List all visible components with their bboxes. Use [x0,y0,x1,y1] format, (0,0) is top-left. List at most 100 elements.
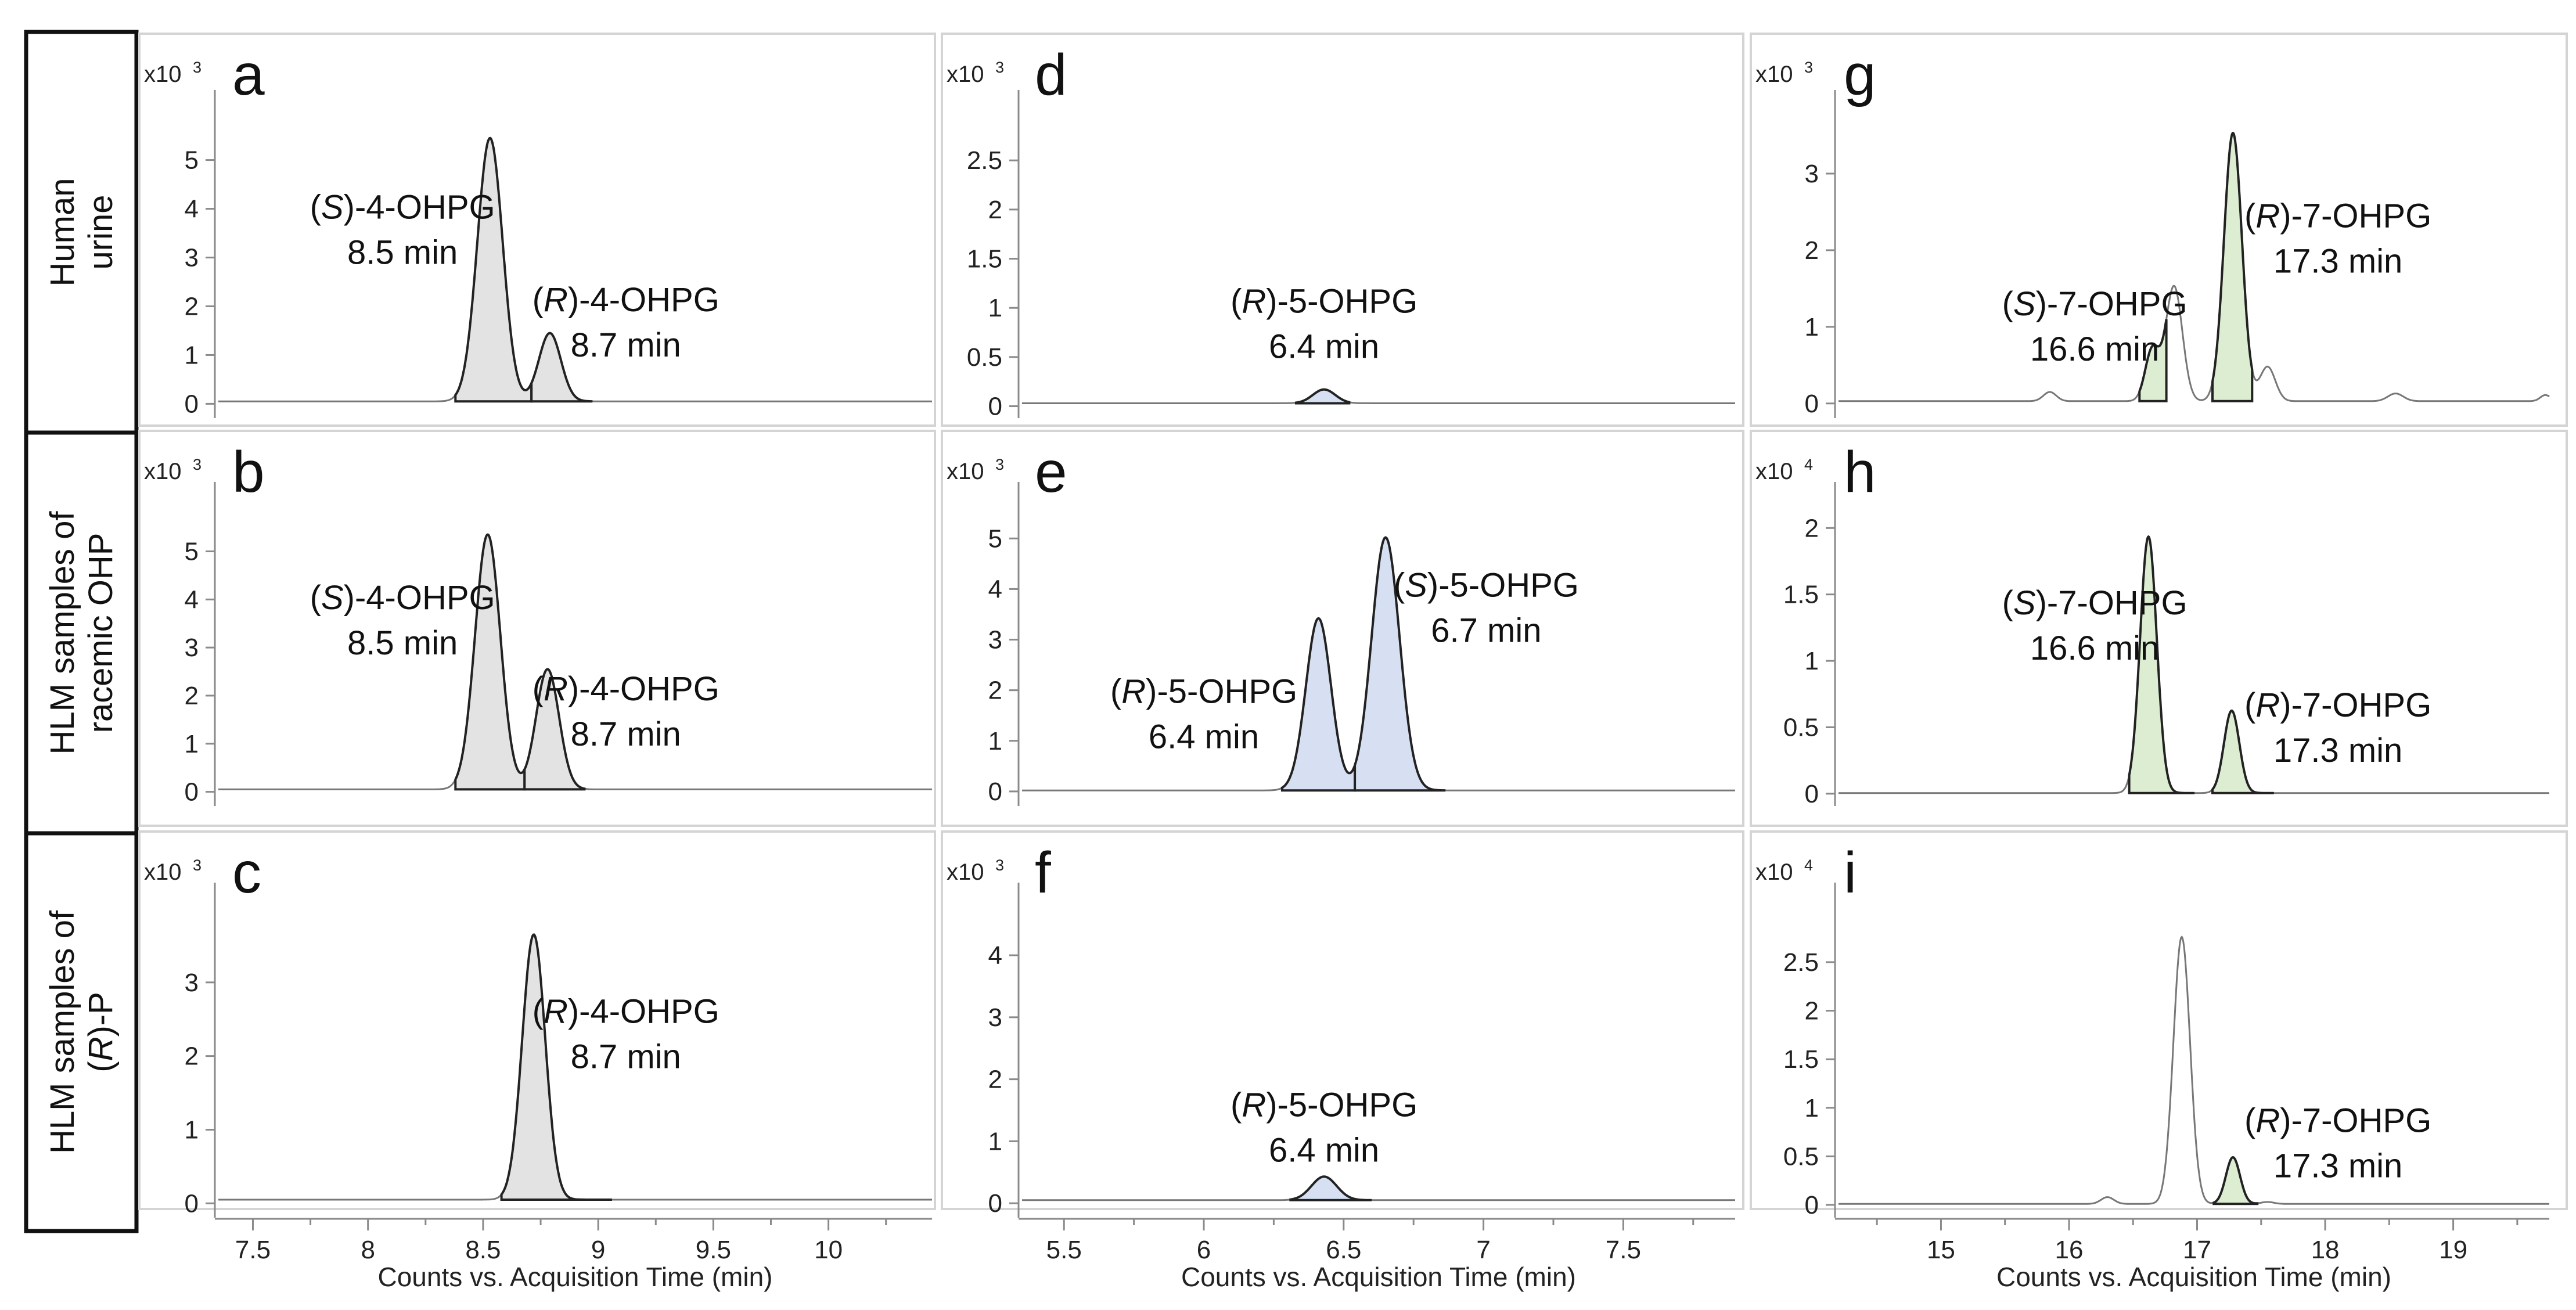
row-label-line: Human [44,178,81,287]
peak-time-label: 8.7 min [571,1038,681,1076]
y-tick-label: 1.5 [1783,1045,1819,1074]
x-axis-title: Counts vs. Acquisition Time (min) [1181,1262,1576,1292]
chromatogram-trace [1839,131,2550,402]
y-multiplier-exponent: 3 [995,59,1004,76]
x-tick-label: 16 [2055,1236,2083,1264]
x-tick-label: 19 [2439,1236,2467,1264]
integrated-peak [1294,388,1351,405]
chart-panel-b: 0 1 2 3 4 5 x10 3 b (S)-4-OHPG 8.5 min (R)-4-OHPG 8.… [138,430,936,827]
y-tick-label: 1 [185,341,199,369]
row-label-line: HLM samples of [44,910,81,1154]
y-tick-label: 5 [185,538,199,566]
chart-panel-g: 0 1 2 3 x10 3 g (S)-7-OHPG 16.6 min (R)-7-OHPG 17.… [1750,33,2568,427]
peak-annotation: (S)-5-OHPG 6.7 min [1394,566,1579,649]
y-tick-label: 2 [988,1066,1002,1094]
integrated-peak [2128,535,2195,794]
panel-frame [138,33,936,427]
y-tick-label: 2 [185,1042,199,1071]
peak-name-label: (R)-7-OHPG [2244,1102,2431,1140]
x-tick-label: 7.5 [235,1236,271,1264]
peak-annotation: (S)-4-OHPG 8.5 min [310,579,495,662]
y-tick-label: 2 [185,682,199,710]
panel-letter: b [232,440,265,505]
peak-name-label: (S)-5-OHPG [1394,566,1579,604]
y-multiplier: x10 [947,459,984,484]
y-tick-label: 2 [1805,514,1819,542]
x-tick-label: 5.5 [1046,1236,1082,1264]
panel-frame [1750,33,2568,427]
y-multiplier-exponent: 4 [1804,856,1813,874]
panel-frame [1750,430,2568,827]
y-multiplier: x10 [1755,859,1793,885]
y-multiplier-exponent: 3 [193,59,202,76]
integrated-peak [500,933,612,1201]
y-tick-label: 1 [988,727,1002,755]
chromatogram-trace [1022,388,1735,404]
chart-panel-e: 0 1 2 3 4 5 x10 3 e (R)-5-OHPG 6.4 min (S)-5-OHPG 6.… [941,430,1744,827]
peak-annotation: (R)-7-OHPG 17.3 min [2244,197,2431,280]
y-tick-label: 2 [1805,997,1819,1025]
y-tick-label: 2 [988,196,1002,224]
peak-annotation: (S)-4-OHPG 8.5 min [310,188,495,271]
y-tick-label: 1 [185,1115,199,1144]
y-tick-label: 1 [185,730,199,758]
y-tick-label: 1 [988,1127,1002,1156]
y-tick-label: 4 [185,585,199,614]
integrated-peak [454,136,533,403]
peak-time-label: 6.4 min [1269,1132,1379,1169]
y-tick-label: 3 [185,244,199,272]
panel-frame [138,830,936,1210]
peak-time-label: 16.6 min [2030,629,2159,667]
y-tick-label: 0 [988,778,1002,806]
y-multiplier-exponent: 3 [193,856,202,874]
peak-time-label: 16.6 min [2030,330,2159,368]
y-multiplier: x10 [1755,459,1793,484]
y-tick-label: 1.5 [967,245,1002,273]
chart-panels: 0 1 2 3 4 5 x10 3 a (S)-4-OHPG 8.5 min (R)-4-OHPG 8.… [138,33,2568,1292]
integrated-peak [2138,319,2168,402]
y-multiplier-exponent: 4 [1804,456,1813,473]
row-label-3: HLM samples of (R)-P [24,831,139,1233]
y-tick-label: 0 [1805,1191,1819,1219]
y-tick-label: 2 [1805,236,1819,265]
chart-panel-h: 0 0.5 1 1.5 2 x10 4 h (S)-7-OHPG 16.6 min (R)-7-OH… [1750,430,2568,827]
panel-letter: f [1035,840,1051,905]
panel-letter: h [1844,440,1876,505]
x-tick-label: 9 [591,1236,605,1264]
y-tick-label: 0 [185,390,199,418]
peak-time-label: 6.4 min [1269,328,1379,366]
x-tick-label: 9.5 [696,1236,731,1264]
panel-letter: d [1035,42,1067,107]
peak-name-label: (R)-4-OHPG [533,281,719,319]
peak-annotation: (R)-4-OHPG 8.7 min [533,993,719,1076]
y-tick-label: 1 [1805,1094,1819,1122]
row-label-line: HLM samples of [44,511,81,755]
y-multiplier: x10 [144,859,182,885]
peak-time-label: 17.3 min [2273,732,2402,769]
y-tick-label: 3 [988,626,1002,654]
row-label-box [24,430,139,836]
peak-name-label: (R)-5-OHPG [1231,283,1417,321]
peak-name-label: (S)-7-OHPG [2002,285,2188,323]
peak-time-label: 6.7 min [1431,611,1541,649]
row-label-line: (R)-P [82,992,120,1073]
y-multiplier: x10 [947,859,984,885]
x-tick-label: 15 [1927,1236,1955,1264]
x-tick-label: 17 [2183,1236,2211,1264]
y-tick-label: 3 [988,1003,1002,1032]
peak-annotation: (R)-7-OHPG 17.3 min [2244,686,2431,769]
y-tick-label: 2.5 [1783,948,1819,977]
panel-frame [941,33,1744,427]
y-multiplier-exponent: 3 [995,456,1004,473]
chart-panel-c: 0 1 2 3 x10 3 c 7.5 8 8.5 9 9.5 10 Counts vs. Acquisi… [138,830,936,1292]
panel-letter: a [232,42,265,107]
peak-name-label: (R)-5-OHPG [1110,672,1297,710]
y-tick-label: 2 [185,292,199,321]
y-tick-label: 0 [1805,780,1819,808]
x-tick-label: 6 [1197,1236,1211,1264]
chart-panel-i: 0 0.5 1 1.5 2 2.5 x10 4 i 15 16 17 18 19 Counts vs. Ac… [1750,830,2568,1292]
x-tick-label: 10 [814,1236,843,1264]
x-tick-label: 8.5 [465,1236,501,1264]
y-multiplier-exponent: 3 [995,856,1004,874]
